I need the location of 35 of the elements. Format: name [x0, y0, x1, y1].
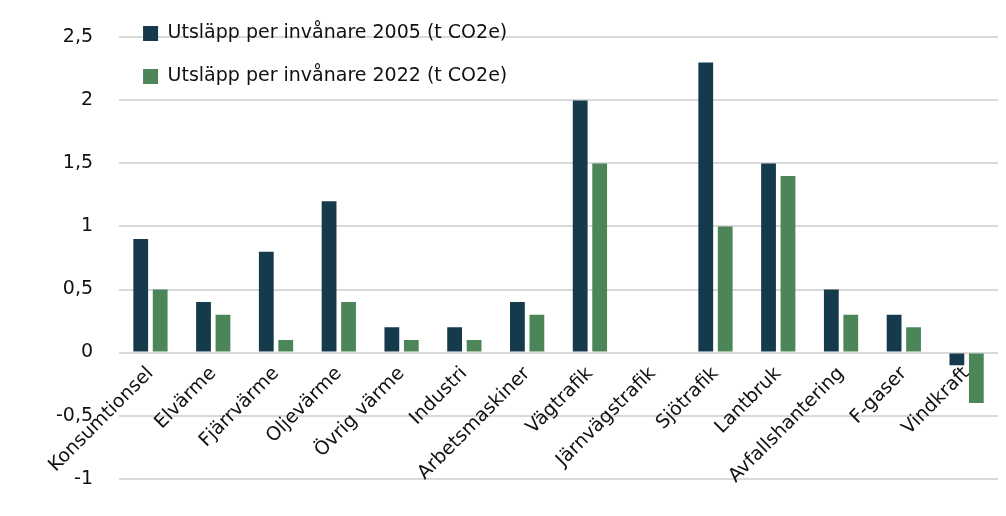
bar: [823, 289, 839, 352]
y-tick-label: 2,5: [62, 24, 94, 47]
y-tick-label: 1,5: [62, 150, 94, 173]
bar: [447, 327, 463, 352]
bar: [384, 327, 400, 352]
y-tick-label: 1: [80, 213, 94, 236]
bar: [321, 201, 337, 352]
y-tick-label: 0,5: [62, 276, 94, 299]
y-tick-label: -1: [74, 465, 94, 488]
bar: [592, 163, 608, 352]
bar: [403, 339, 419, 352]
y-tick-label: 2: [80, 87, 94, 110]
bar: [215, 314, 231, 352]
bar: [780, 176, 796, 352]
bar: [906, 327, 921, 352]
bar: [341, 302, 356, 352]
bar: [761, 163, 776, 352]
bar: [196, 302, 211, 352]
bar: [529, 314, 545, 352]
bar: [133, 239, 149, 352]
bar: [968, 353, 984, 403]
bar: [843, 314, 859, 352]
bar: [886, 314, 902, 352]
legend-label: Utsläpp per invånare 2005 (t CO2e): [167, 20, 508, 43]
bar: [466, 339, 482, 352]
bar: [949, 353, 965, 366]
bar: [698, 62, 714, 352]
bar: [152, 289, 168, 352]
bar: [278, 339, 294, 352]
bar: [258, 251, 274, 352]
legend-label: Utsläpp per invånare 2022 (t CO2e): [167, 63, 508, 86]
bar: [572, 100, 588, 352]
bar: [717, 226, 733, 352]
y-tick-label: 0: [80, 339, 94, 362]
bar: [510, 302, 525, 352]
